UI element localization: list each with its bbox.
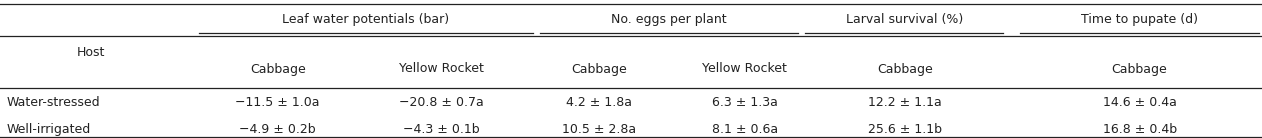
Text: 25.6 ± 1.1b: 25.6 ± 1.1b	[868, 123, 941, 136]
Text: −11.5 ± 1.0a: −11.5 ± 1.0a	[236, 96, 319, 109]
Text: 10.5 ± 2.8a: 10.5 ± 2.8a	[563, 123, 636, 136]
Text: Host: Host	[77, 46, 105, 59]
Text: 12.2 ± 1.1a: 12.2 ± 1.1a	[868, 96, 941, 109]
Text: Water-stressed: Water-stressed	[6, 96, 100, 109]
Text: −4.3 ± 0.1b: −4.3 ± 0.1b	[404, 123, 480, 136]
Text: Yellow Rocket: Yellow Rocket	[399, 63, 485, 75]
Text: Cabbage: Cabbage	[572, 63, 627, 75]
Text: Time to pupate (d): Time to pupate (d)	[1082, 13, 1198, 26]
Text: 16.8 ± 0.4b: 16.8 ± 0.4b	[1103, 123, 1176, 136]
Text: Larval survival (%): Larval survival (%)	[847, 13, 963, 26]
Text: 4.2 ± 1.8a: 4.2 ± 1.8a	[567, 96, 632, 109]
Text: Cabbage: Cabbage	[877, 63, 933, 75]
Text: Cabbage: Cabbage	[1112, 63, 1167, 75]
Text: Cabbage: Cabbage	[250, 63, 305, 75]
Text: Leaf water potentials (bar): Leaf water potentials (bar)	[283, 13, 449, 26]
Text: −4.9 ± 0.2b: −4.9 ± 0.2b	[240, 123, 316, 136]
Text: 8.1 ± 0.6a: 8.1 ± 0.6a	[712, 123, 777, 136]
Text: Yellow Rocket: Yellow Rocket	[702, 63, 787, 75]
Text: −20.8 ± 0.7a: −20.8 ± 0.7a	[399, 96, 485, 109]
Text: No. eggs per plant: No. eggs per plant	[611, 13, 727, 26]
Text: Well-irrigated: Well-irrigated	[6, 123, 91, 136]
Text: 14.6 ± 0.4a: 14.6 ± 0.4a	[1103, 96, 1176, 109]
Text: 6.3 ± 1.3a: 6.3 ± 1.3a	[712, 96, 777, 109]
